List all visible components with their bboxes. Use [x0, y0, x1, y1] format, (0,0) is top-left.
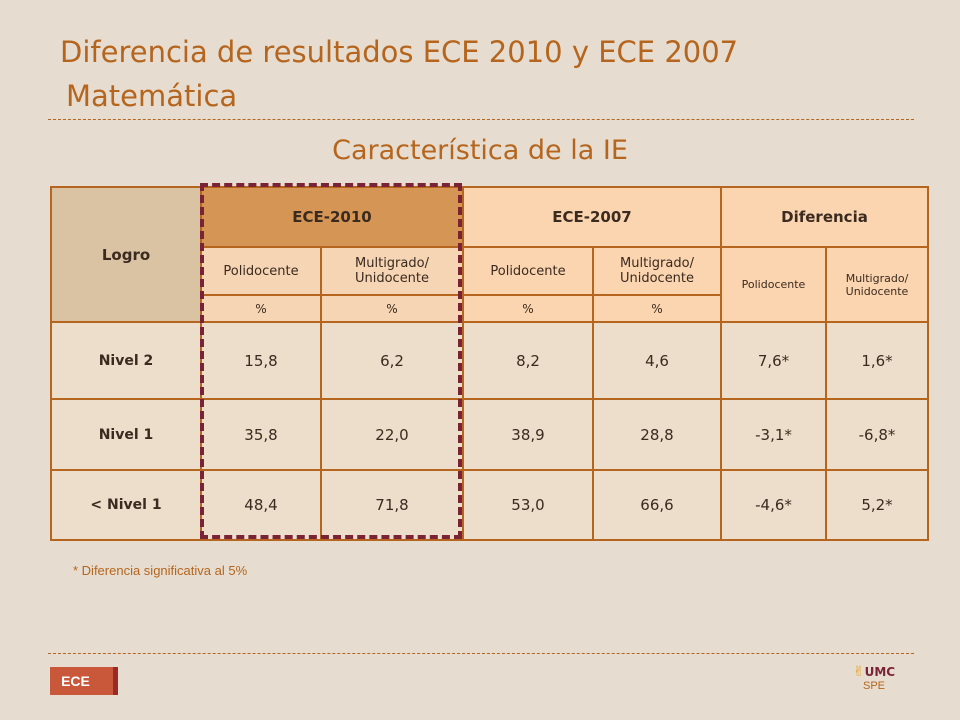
title-line-1: Diferencia de resultados ECE 2010 y ECE … — [60, 35, 739, 69]
table-subtitle: Característica de la IE — [332, 135, 628, 166]
header-logro: Logro — [50, 186, 202, 323]
table-cell: -3,1* — [720, 398, 827, 471]
subheader-dif-polidocente: Polidocente — [720, 246, 827, 323]
bottom-divider — [48, 653, 914, 654]
header-ece-2010: ECE-2010 — [200, 186, 464, 248]
table-cell: 38,9 — [462, 398, 594, 471]
table-cell: 4,6 — [592, 321, 722, 400]
title-line-2: Matemática — [66, 79, 238, 113]
results-table: Logro ECE-2010 ECE-2007 Diferencia Polid… — [50, 186, 929, 541]
footnote: * Diferencia significativa al 5% — [73, 563, 248, 578]
table-cell: 15,8 — [200, 321, 322, 400]
ece-badge: ECE — [50, 667, 118, 695]
row-label: Nivel 1 — [50, 398, 202, 471]
header-ece-2007: ECE-2007 — [462, 186, 722, 248]
table-row: Nivel 2 15,8 6,2 8,2 4,6 7,6* 1,6* — [50, 321, 929, 400]
figure-icon: ✌ — [852, 664, 865, 680]
table-cell: 6,2 — [320, 321, 464, 400]
table-cell: 66,6 — [592, 469, 722, 541]
subheader-2007-polidocente: Polidocente — [462, 246, 594, 296]
logo-subtext: SPE — [862, 680, 885, 692]
subheader-2010-multigrado: Multigrado/ Unidocente — [320, 246, 464, 296]
unit-2010-multigrado: % — [320, 294, 464, 323]
table-cell: -4,6* — [720, 469, 827, 541]
unit-2007-polidocente: % — [462, 294, 594, 323]
subheader-2010-polidocente: Polidocente — [200, 246, 322, 296]
umc-logo-mark: ✌UMC — [852, 664, 896, 680]
umc-logo: ✌UMC SPE — [852, 664, 896, 704]
header-diferencia: Diferencia — [720, 186, 929, 248]
table-cell: 22,0 — [320, 398, 464, 471]
row-label: Nivel 2 — [50, 321, 202, 400]
unit-2010-polidocente: % — [200, 294, 322, 323]
table-row: Nivel 1 35,8 22,0 38,9 28,8 -3,1* -6,8* — [50, 398, 929, 471]
table-row: < Nivel 1 48,4 71,8 53,0 66,6 -4,6* 5,2* — [50, 469, 929, 541]
top-divider — [48, 119, 914, 120]
table-cell: 8,2 — [462, 321, 594, 400]
subheader-2007-multigrado: Multigrado/ Unidocente — [592, 246, 722, 296]
table-cell: -6,8* — [825, 398, 929, 471]
subheader-dif-multigrado: Multigrado/ Unidocente — [825, 246, 929, 323]
row-label: < Nivel 1 — [50, 469, 202, 541]
table-cell: 5,2* — [825, 469, 929, 541]
slide-title: Diferencia de resultados ECE 2010 y ECE … — [60, 30, 738, 118]
unit-2007-multigrado: % — [592, 294, 722, 323]
table-cell: 1,6* — [825, 321, 929, 400]
table-cell: 35,8 — [200, 398, 322, 471]
table-cell: 7,6* — [720, 321, 827, 400]
table-cell: 28,8 — [592, 398, 722, 471]
table-cell: 53,0 — [462, 469, 594, 541]
table-cell: 71,8 — [320, 469, 464, 541]
table-cell: 48,4 — [200, 469, 322, 541]
logo-text: UMC — [864, 665, 896, 679]
